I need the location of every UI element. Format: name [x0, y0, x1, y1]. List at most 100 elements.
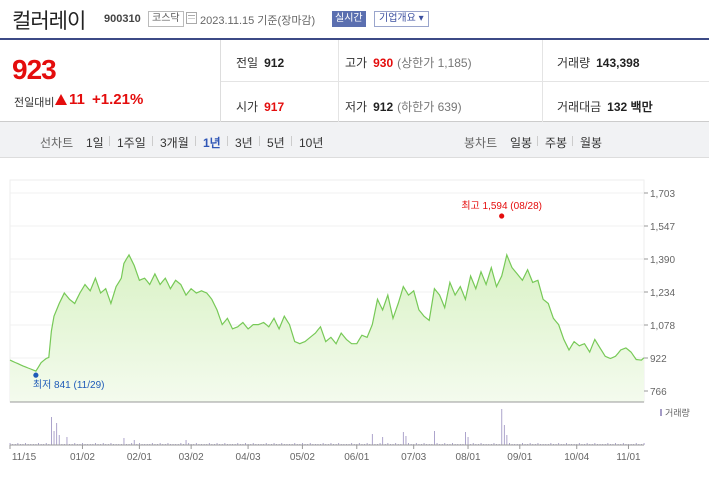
volume-bar	[371, 434, 373, 445]
volume-bar	[467, 437, 469, 445]
volume-bar	[216, 443, 218, 445]
volume-bar	[151, 443, 153, 445]
volume-bar	[51, 417, 52, 445]
x-tick-label: 11/15	[12, 452, 37, 463]
volume-bar	[82, 443, 83, 445]
tab-3m[interactable]: 3개월	[160, 136, 189, 150]
x-tick-label: 10/04	[564, 452, 589, 463]
prev-close: 전일 912	[236, 54, 284, 71]
tab-weekly[interactable]: 주봉	[545, 136, 568, 150]
x-tick-label: 05/02	[290, 452, 315, 463]
tab-10y[interactable]: 10년	[299, 136, 324, 150]
low-label: 저가	[345, 100, 368, 114]
tab-daily[interactable]: 일봉	[510, 136, 533, 150]
prev-close-value: 912	[264, 56, 285, 70]
x-tick-label: 06/01	[344, 452, 369, 463]
tab-divider	[227, 136, 228, 146]
tab-divider	[259, 136, 260, 146]
volume-bar	[506, 435, 508, 445]
volume-bar	[586, 443, 588, 445]
tab-5y[interactable]: 5년	[267, 136, 285, 150]
volume-bar	[622, 443, 624, 445]
volume-bar	[9, 443, 11, 445]
volume-legend-swatch	[660, 409, 662, 416]
tab-divider	[152, 136, 153, 146]
tab-1y[interactable]: 1년	[203, 136, 221, 150]
volume-bar	[17, 443, 19, 445]
price-area	[10, 254, 644, 402]
x-tick-label: 07/03	[401, 452, 426, 463]
lower-limit: (하한가 639)	[397, 100, 462, 114]
volume-bar	[338, 443, 340, 445]
volume-bar	[402, 432, 404, 445]
volume-bar	[56, 423, 58, 445]
low-price: 저가 912 (하한가 639)	[345, 98, 462, 115]
col-divider	[338, 40, 339, 122]
volume-bar	[395, 443, 397, 445]
volume-bar	[110, 443, 112, 445]
volume-bar	[185, 440, 187, 445]
x-tick-label: 02/01	[127, 452, 152, 463]
prev-close-label: 전일	[236, 56, 259, 70]
volume-bar	[522, 443, 523, 445]
volume-bar	[379, 443, 381, 445]
volume-bar	[387, 443, 389, 445]
stock-code: 900310	[104, 13, 141, 25]
change-percent: +1.21%	[92, 91, 144, 108]
current-price: 923	[12, 54, 57, 85]
price-summary: 923 전일대비 11 +1.21% 전일 912 고가 930 (상한가 1,185…	[0, 38, 709, 122]
calendar-icon	[186, 12, 197, 24]
tab-1w[interactable]: 1주일	[117, 136, 146, 150]
tab-divider	[572, 136, 573, 146]
low-annotation: 최저 841 (11/29)	[33, 379, 105, 391]
chart-tab-bar: 선차트 1일 1주일 3개월 1년 3년 5년 10년 봉차트 일봉 주봉 월봉	[0, 122, 709, 158]
volume-bar	[366, 443, 368, 445]
high-point-marker	[499, 213, 505, 219]
volume-bar	[66, 437, 68, 445]
open-price: 시가 917	[236, 98, 284, 115]
volume-bar	[351, 443, 353, 445]
tab-divider	[537, 136, 538, 146]
tab-3y[interactable]: 3년	[235, 136, 253, 150]
high-price: 고가 930 (상한가 1,185)	[345, 54, 472, 71]
realtime-button[interactable]: 실시간	[332, 11, 366, 27]
x-tick-label: 03/02	[179, 452, 204, 463]
high-value: 930	[373, 56, 394, 70]
change-amount: 11	[69, 91, 85, 108]
company-name: 컬러레이	[12, 10, 86, 33]
volume-bar	[607, 443, 609, 445]
volume-bar	[102, 443, 104, 445]
volume-bar	[358, 443, 360, 445]
volume-bar	[95, 443, 96, 445]
volume-bar	[38, 443, 39, 445]
company-info-button[interactable]: 기업개요 ▾	[374, 11, 429, 27]
volume-bar	[25, 443, 26, 445]
volume-bar	[281, 443, 283, 445]
candle-chart-label: 봉차트	[464, 136, 498, 150]
volume-bar	[273, 443, 275, 445]
volume-bar	[643, 443, 645, 445]
current-price-box: 923 전일대비 11 +1.21%	[0, 40, 221, 122]
volume-bar	[405, 436, 407, 445]
high-label: 고가	[345, 56, 368, 70]
low-point-marker	[33, 372, 39, 378]
x-tick-label: 11/01	[616, 452, 641, 463]
tab-divider	[291, 136, 292, 146]
volume-bar	[74, 443, 76, 445]
volume-bar	[45, 443, 47, 445]
market-badge: 코스닥	[148, 11, 184, 27]
volume-bar	[615, 443, 616, 445]
volume-bar	[195, 443, 197, 445]
y-tick-label: 1,390	[650, 255, 675, 266]
volume-bar	[309, 443, 311, 445]
tab-divider	[195, 136, 196, 146]
volume-bar	[159, 443, 161, 445]
tab-1d[interactable]: 1일	[86, 136, 104, 150]
low-value: 912	[373, 100, 394, 114]
volume-legend-label: 거래량	[665, 407, 690, 418]
volume-bar	[566, 443, 567, 445]
tab-monthly[interactable]: 월봉	[580, 136, 603, 150]
volume-bar	[180, 443, 182, 445]
volume-bar	[123, 438, 125, 445]
high-annotation: 최고 1,594 (08/28)	[461, 200, 542, 212]
